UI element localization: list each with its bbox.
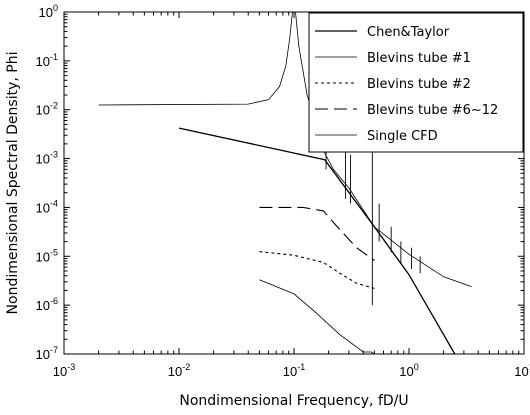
x-tick-labels: 10-3 10-2 10-1 100 101 bbox=[53, 362, 530, 379]
legend-items: Chen&Taylor Blevins tube #1 Blevins tube #… bbox=[315, 25, 498, 144]
x-tick-label: 10-3 bbox=[53, 362, 75, 379]
series-line-1 bbox=[98, 12, 293, 106]
legend-label: Blevins tube #1 bbox=[367, 51, 471, 66]
x-tick-label: 10-1 bbox=[283, 362, 305, 379]
series-line-3 bbox=[259, 251, 375, 289]
plot-curves bbox=[98, 12, 472, 354]
legend: Chen&Taylor Blevins tube #1 Blevins tube #… bbox=[308, 12, 524, 153]
x-tick-label: 100 bbox=[399, 362, 418, 379]
legend-label: Blevins tube #2 bbox=[367, 77, 471, 92]
y-tick-label: 100 bbox=[39, 3, 58, 20]
legend-label: Chen&Taylor bbox=[367, 25, 450, 40]
series-line-0 bbox=[178, 127, 456, 354]
y-tick-label: 10-2 bbox=[36, 101, 58, 118]
y-tick-label: 10-4 bbox=[36, 198, 58, 215]
y-tick-label: 10-7 bbox=[36, 345, 58, 362]
series-line-5 bbox=[259, 279, 375, 354]
y-tick-label: 10-3 bbox=[36, 150, 58, 167]
legend-label: Single CFD bbox=[367, 129, 438, 144]
y-tick-label: 10-6 bbox=[36, 296, 58, 313]
x-tick-label: 101 bbox=[514, 362, 530, 379]
x-axis-label: Nondimensional Frequency, fD/U bbox=[179, 393, 408, 409]
legend-label: Blevins tube #6~12 bbox=[367, 103, 498, 118]
y-tick-label: 10-1 bbox=[36, 52, 58, 69]
legend-box bbox=[308, 12, 524, 153]
y-axis-label: Nondimensional Spectral Density, Phi bbox=[5, 52, 21, 315]
x-tick-label: 10-2 bbox=[168, 362, 190, 379]
y-tick-label: 10-5 bbox=[36, 247, 58, 264]
y-tick-labels: 10-7 10-6 10-5 10-4 10-3 10-2 10-1 100 bbox=[36, 3, 58, 362]
series-line-4 bbox=[259, 206, 375, 261]
plot-spikes bbox=[325, 131, 421, 306]
